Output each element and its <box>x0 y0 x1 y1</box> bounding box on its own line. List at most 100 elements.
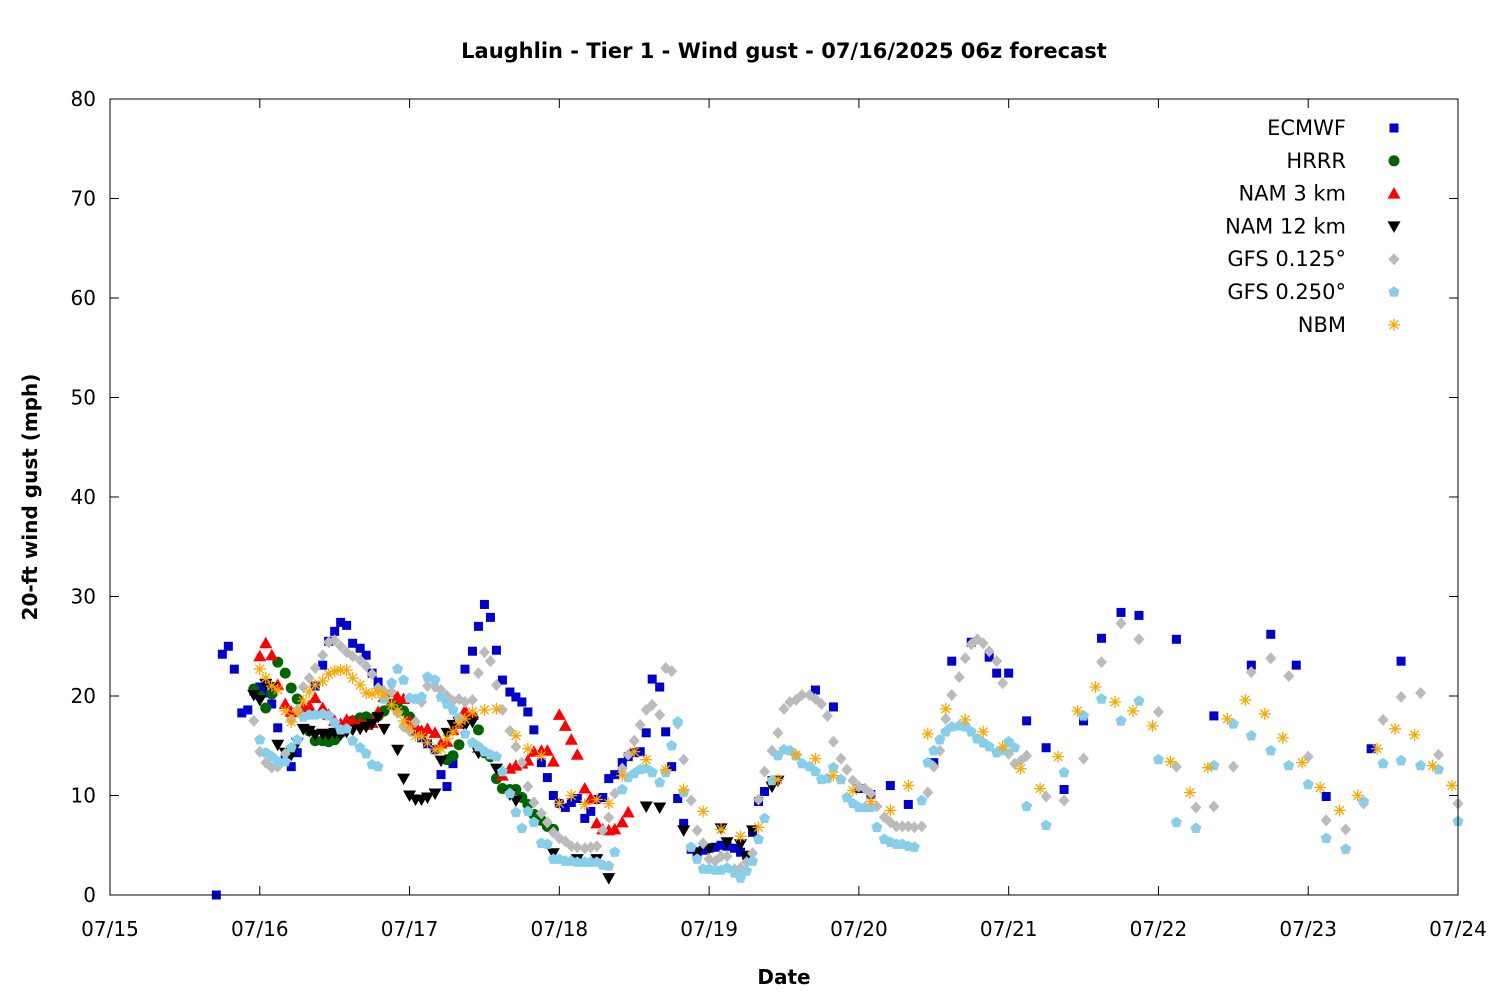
data-point <box>828 702 838 712</box>
data-point <box>1078 752 1090 765</box>
data-point <box>730 843 740 853</box>
data-point <box>1170 760 1182 773</box>
data-point <box>272 755 284 767</box>
data-point <box>302 699 316 711</box>
data-point <box>435 684 447 697</box>
data-point <box>558 719 572 731</box>
data-point <box>1022 716 1032 726</box>
data-point <box>572 793 582 803</box>
data-point <box>1201 761 1214 774</box>
data-point <box>1314 781 1327 794</box>
axis-ticks: 0 10 20 30 40 50 60 70 80 07/15 07/16 07/17 07/18 07/… <box>71 87 1487 941</box>
data-point <box>248 714 260 727</box>
data-points <box>211 599 1464 900</box>
data-point <box>1283 759 1295 771</box>
data-point <box>308 691 322 703</box>
data-point <box>940 712 952 725</box>
data-point <box>1164 755 1177 768</box>
data-point <box>810 685 820 695</box>
data-point <box>1377 757 1389 769</box>
x-tick-label: 07/22 <box>1130 917 1188 941</box>
data-point <box>772 726 784 739</box>
data-point <box>655 682 665 692</box>
data-point <box>827 761 839 773</box>
data-point <box>473 621 483 631</box>
data-point <box>528 796 540 809</box>
data-point <box>279 704 292 717</box>
data-point <box>959 652 971 665</box>
data-point <box>354 679 367 692</box>
data-point <box>509 795 523 807</box>
data-point <box>615 815 629 828</box>
data-point <box>1058 794 1070 807</box>
data-point <box>608 822 622 835</box>
data-point <box>939 702 952 715</box>
data-point <box>347 735 359 746</box>
data-point <box>297 694 310 707</box>
data-point <box>328 665 341 678</box>
data-point <box>584 791 598 804</box>
x-tick-label: 07/18 <box>531 917 589 941</box>
data-point <box>666 740 678 751</box>
data-point <box>428 788 442 801</box>
data-point <box>318 660 328 670</box>
data-point <box>217 649 227 659</box>
data-point <box>1321 791 1331 801</box>
data-point <box>509 729 522 742</box>
data-point <box>1146 719 1159 732</box>
data-point <box>827 735 839 748</box>
y-tick-label: 50 <box>71 386 96 410</box>
data-point <box>616 769 629 782</box>
data-point <box>1134 610 1144 620</box>
data-point <box>1395 690 1407 703</box>
data-point <box>360 747 372 759</box>
legend-label: NAM 12 km <box>1225 214 1346 238</box>
data-point <box>1021 749 1033 762</box>
data-point <box>398 674 410 685</box>
data-point <box>760 787 770 797</box>
data-point <box>959 713 972 726</box>
data-point <box>354 741 366 753</box>
data-point <box>586 806 596 816</box>
x-tick-label: 07/20 <box>830 917 888 941</box>
data-point <box>511 692 521 702</box>
data-point <box>329 634 341 647</box>
data-point <box>403 720 416 733</box>
data-point <box>504 724 516 737</box>
data-point <box>365 718 379 731</box>
data-point <box>996 740 1009 753</box>
data-point <box>1190 822 1202 833</box>
data-point <box>1116 607 1126 617</box>
data-point <box>821 709 833 722</box>
data-point <box>1246 660 1256 670</box>
data-point <box>1034 782 1047 795</box>
data-point <box>447 704 459 715</box>
data-point <box>441 732 453 745</box>
data-point <box>698 845 708 855</box>
data-point <box>317 649 329 662</box>
data-point <box>809 765 821 777</box>
data-point <box>490 679 502 692</box>
data-point <box>809 752 822 765</box>
data-point <box>1096 656 1108 669</box>
series-gfs-0-125- <box>248 617 1464 876</box>
data-point <box>1209 711 1219 721</box>
data-point <box>677 783 690 796</box>
data-point <box>590 816 604 829</box>
data-point <box>591 840 603 853</box>
data-point <box>1171 634 1181 644</box>
data-point <box>1415 759 1427 771</box>
data-point <box>279 667 291 679</box>
data-point <box>458 712 471 725</box>
data-point <box>753 833 765 844</box>
data-point <box>604 774 614 784</box>
legend-marker <box>1388 155 1400 167</box>
data-point <box>983 740 995 752</box>
x-tick-label: 07/16 <box>231 917 289 941</box>
data-point <box>285 682 297 694</box>
legend-label: GFS 0.250° <box>1227 280 1346 304</box>
data-point <box>460 664 470 674</box>
data-point <box>922 756 934 768</box>
data-point <box>590 793 603 806</box>
